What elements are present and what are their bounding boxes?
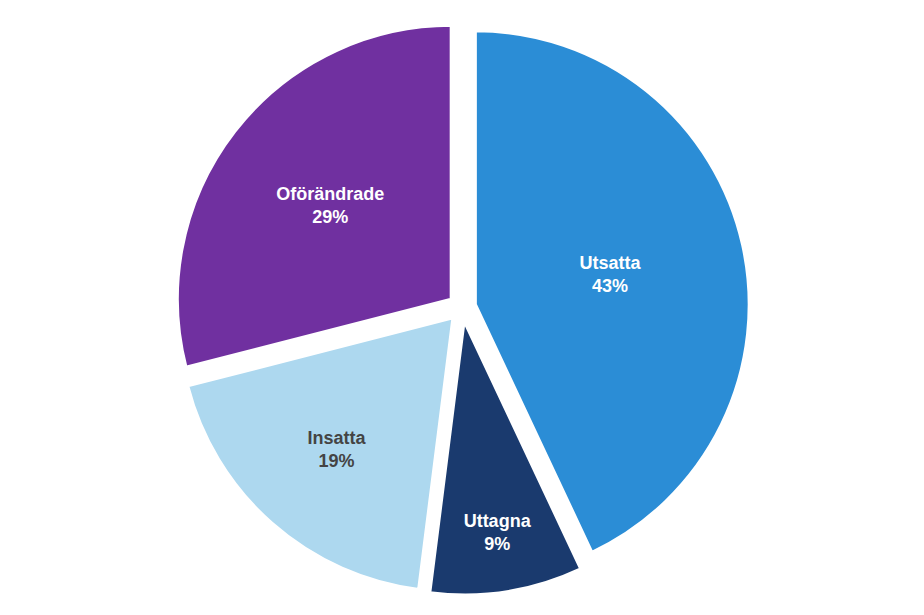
svg-text:Utsatta43%: Utsatta43% <box>580 253 642 296</box>
svg-text:Insatta19%: Insatta19% <box>308 428 367 471</box>
svg-text:Uttagna9%: Uttagna9% <box>464 511 532 554</box>
svg-text:Oförändrade29%: Oförändrade29% <box>276 184 384 227</box>
